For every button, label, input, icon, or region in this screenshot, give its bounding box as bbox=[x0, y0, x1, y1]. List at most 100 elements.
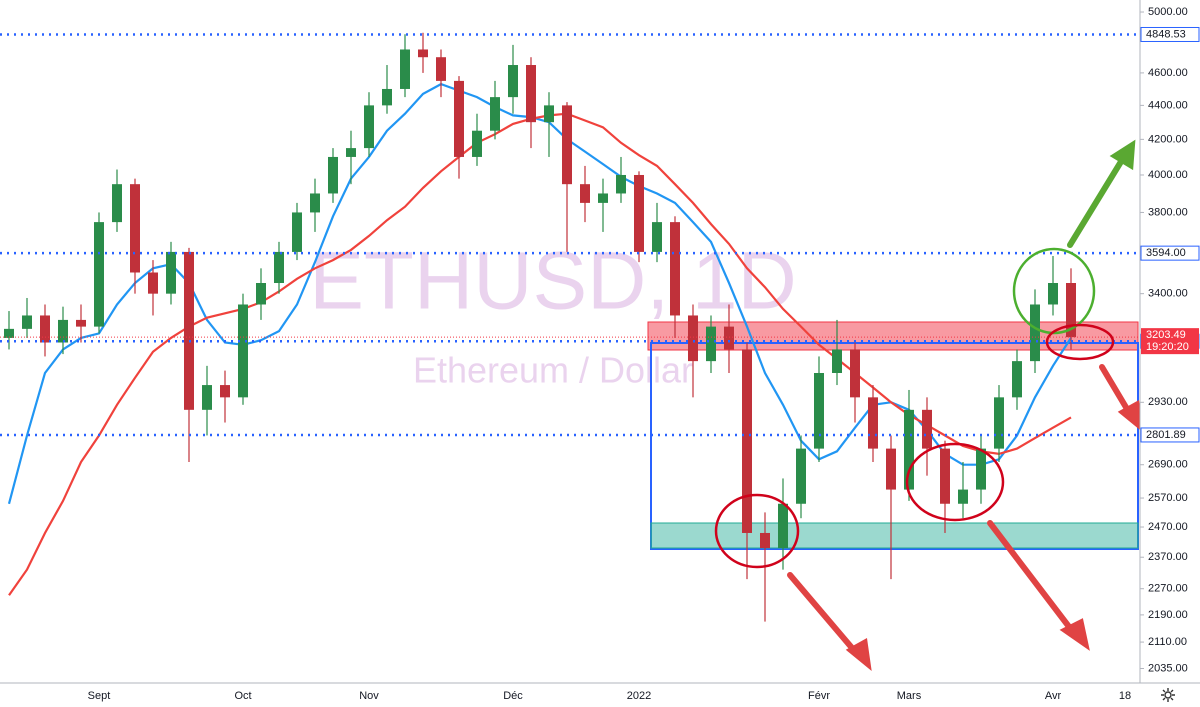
candle-body bbox=[436, 57, 446, 81]
x-tick-label: 18 bbox=[1119, 690, 1131, 702]
arrow bbox=[1067, 157, 1125, 248]
candle-body bbox=[634, 174, 644, 252]
x-tick-label: Oct bbox=[234, 690, 251, 702]
x-tick-label: Déc bbox=[503, 690, 523, 702]
candle-body bbox=[904, 409, 914, 490]
candle-body bbox=[76, 319, 86, 327]
candle-body bbox=[400, 49, 410, 89]
watermark-title: ETHUSD, 1D bbox=[309, 236, 797, 327]
y-tick-label: 2690.00 bbox=[1148, 459, 1188, 471]
y-tick-label: 2035.00 bbox=[1148, 662, 1188, 674]
candle-body bbox=[688, 315, 698, 362]
candle-body bbox=[832, 349, 842, 373]
candle-body bbox=[112, 184, 122, 223]
annotations bbox=[714, 139, 1144, 671]
candle-body bbox=[796, 448, 806, 504]
candle-body bbox=[220, 385, 230, 398]
candle-body bbox=[256, 283, 266, 305]
y-tick-label: 2190.00 bbox=[1148, 609, 1188, 621]
y-tick-label: 2470.00 bbox=[1148, 521, 1188, 533]
arrow bbox=[1099, 364, 1133, 417]
watermark-subtitle: Ethereum / Dollar bbox=[413, 350, 693, 391]
candle-body bbox=[742, 349, 752, 533]
candle-body bbox=[544, 105, 554, 123]
candle-body bbox=[94, 222, 104, 327]
candle-body bbox=[202, 385, 212, 410]
price-label-box bbox=[1140, 245, 1200, 261]
countdown-label: 19:20:20 bbox=[1146, 341, 1189, 353]
settings-icon[interactable] bbox=[1161, 688, 1175, 702]
x-tick-label: Sept bbox=[88, 690, 111, 702]
candle-body bbox=[526, 65, 536, 123]
candle-body bbox=[886, 448, 896, 490]
candle-body bbox=[364, 105, 374, 149]
circle bbox=[714, 493, 800, 569]
candle-body bbox=[616, 174, 626, 194]
candle-body bbox=[562, 105, 572, 185]
candle-body bbox=[670, 222, 680, 316]
arrow bbox=[987, 520, 1076, 635]
last-price-box bbox=[1141, 328, 1199, 355]
price-label-box bbox=[1140, 427, 1200, 443]
candle-body bbox=[1012, 361, 1022, 398]
candle-body bbox=[760, 532, 770, 549]
y-tick-label: 2270.00 bbox=[1148, 583, 1188, 595]
candle-body bbox=[994, 397, 1004, 449]
candle-body bbox=[490, 97, 500, 131]
y-tick-label: 4400.00 bbox=[1148, 99, 1188, 111]
y-tick-label: 3400.00 bbox=[1148, 288, 1188, 300]
circle bbox=[905, 442, 1005, 522]
candle-body bbox=[850, 349, 860, 398]
candle-body bbox=[724, 326, 734, 350]
candle-body bbox=[184, 251, 194, 410]
candle-body bbox=[22, 315, 32, 329]
y-tick-label: 2370.00 bbox=[1148, 551, 1188, 563]
candle-body bbox=[346, 148, 356, 157]
price-label: 3594.00 bbox=[1146, 247, 1186, 259]
candle-body bbox=[1066, 283, 1076, 338]
y-tick-label: 2110.00 bbox=[1148, 636, 1187, 648]
candle-body bbox=[58, 319, 68, 343]
arrow-head bbox=[1059, 618, 1090, 651]
x-tick-label: Mars bbox=[897, 690, 922, 702]
candle-body bbox=[166, 251, 176, 294]
y-tick-label: 5000.00 bbox=[1148, 6, 1188, 18]
candle-body bbox=[148, 272, 158, 294]
candle-body bbox=[508, 65, 518, 98]
candle-body bbox=[706, 326, 716, 362]
price-label-box bbox=[1140, 26, 1200, 42]
circle bbox=[1045, 323, 1115, 361]
x-tick-label: 2022 bbox=[627, 690, 651, 702]
candle-body bbox=[382, 88, 392, 106]
candle-body bbox=[958, 489, 968, 504]
candle-body bbox=[292, 212, 302, 252]
arrow-head bbox=[1109, 139, 1136, 171]
last-price-label: 3203.49 bbox=[1146, 329, 1186, 341]
candle-body bbox=[454, 80, 464, 157]
arrows bbox=[787, 157, 1133, 658]
candle-body bbox=[130, 184, 140, 273]
candle-body bbox=[418, 49, 428, 58]
candle-body bbox=[976, 448, 986, 490]
time-axis bbox=[0, 683, 1200, 707]
candle-body bbox=[580, 184, 590, 203]
candle-body bbox=[814, 372, 824, 449]
y-tick-label: 2930.00 bbox=[1148, 396, 1188, 408]
candle-body bbox=[868, 397, 878, 449]
candle-body bbox=[940, 448, 950, 504]
x-tick-label: Nov bbox=[359, 690, 379, 702]
candle-body bbox=[310, 193, 320, 213]
candle-body bbox=[274, 251, 284, 284]
candle-body bbox=[1048, 283, 1058, 305]
y-tick-label: 3800.00 bbox=[1148, 206, 1188, 218]
candle-body bbox=[922, 409, 932, 449]
price-label: 4848.53 bbox=[1146, 28, 1186, 40]
candle-body bbox=[652, 222, 662, 252]
support-zone bbox=[650, 522, 1139, 549]
x-tick-label: Avr bbox=[1045, 690, 1062, 702]
candle-body bbox=[238, 304, 248, 398]
axes: 5000.00 4600.00 4400.00 4200.00 4000.00 3800.… bbox=[88, 6, 1200, 702]
price-label: 2801.89 bbox=[1146, 429, 1186, 441]
